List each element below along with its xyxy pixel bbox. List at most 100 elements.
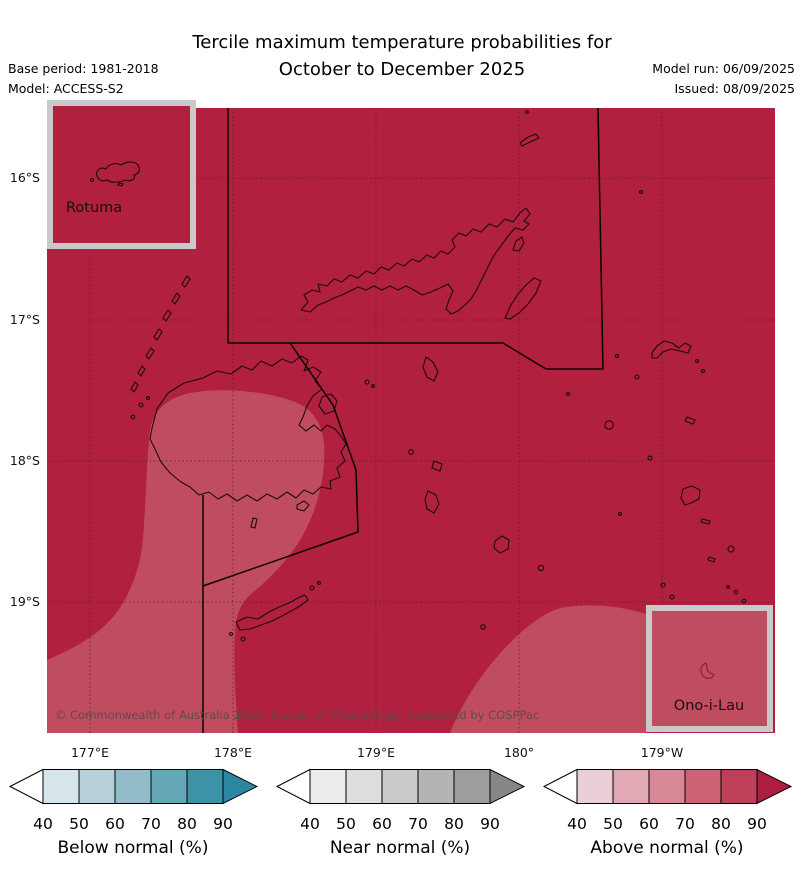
- legend-left-arrow: [8, 768, 44, 805]
- latitude-label: 16°S: [10, 170, 40, 185]
- rotuma-inset-box: [47, 100, 196, 249]
- title-line-1: Tercile maximum temperature probabilitie…: [192, 32, 612, 53]
- yasawa-islet: [130, 381, 139, 393]
- legend-left-arrow: [542, 768, 578, 805]
- kadavu-islet: [309, 585, 315, 591]
- totoya-islet: [537, 564, 545, 572]
- legend-below-normal: 40 50 60 70 80 90 Below normal (%): [8, 768, 259, 858]
- ono-i-lau-inset: Ono-i-Lau: [646, 605, 773, 732]
- ono-i-lau-inset-label: Ono-i-Lau: [674, 698, 744, 714]
- legend-tick: 70: [408, 815, 428, 833]
- longitude-label: 177°E: [71, 745, 109, 760]
- legend-segment: [648, 769, 686, 804]
- lau-islet: [647, 455, 653, 461]
- yasawa-islet: [153, 328, 163, 341]
- legend-right-arrow: [489, 768, 526, 805]
- legend-segment: [345, 769, 383, 804]
- longitude-label: 180°: [504, 745, 534, 760]
- yasawa-islet: [171, 292, 181, 305]
- model-metadata-left: Base period: 1981-2018 Model: ACCESS-S2: [8, 59, 159, 99]
- legend-segment: [186, 769, 224, 804]
- rotuma-inset: Rotuma: [47, 100, 196, 249]
- legend-left-arrow: [275, 768, 311, 805]
- kadavu-islet: [228, 631, 234, 637]
- legend-caption: Near normal (%): [330, 838, 470, 858]
- legend-tick: 70: [675, 815, 695, 833]
- lau-islet: [694, 358, 700, 364]
- legend-caption: Above normal (%): [590, 838, 743, 858]
- lau-islet: [733, 589, 739, 595]
- title-line-2: October to December 2025: [278, 59, 526, 80]
- legend-tick: 90: [480, 815, 500, 833]
- cikobia-outline: [519, 133, 540, 147]
- lau-islet: [669, 594, 675, 600]
- legend-tick: 60: [639, 815, 659, 833]
- lau-islet: [614, 353, 620, 359]
- probability-region-group: [47, 390, 646, 733]
- vanua-levu-outline: [300, 207, 531, 315]
- vatulele-outline: [250, 517, 258, 529]
- moala-outline: [493, 535, 510, 554]
- lau-islet: [727, 545, 735, 553]
- lakeba-outline: [680, 485, 701, 506]
- longitude-label: 179°E: [357, 745, 395, 760]
- legend-tick: 50: [336, 815, 356, 833]
- legend-segment: [114, 769, 152, 804]
- makogai-islet: [371, 384, 375, 388]
- rotuma-islet: [89, 177, 95, 183]
- viti-levu-outline: [149, 355, 347, 502]
- lau-islet: [565, 391, 571, 397]
- makogai-islet: [364, 379, 370, 385]
- legend-right-arrow: [222, 768, 259, 805]
- legend-tick: 50: [603, 815, 623, 833]
- legend-tick: 80: [711, 815, 731, 833]
- lau-islet: [634, 374, 640, 380]
- lau-islet: [700, 518, 711, 525]
- ono-i-lau-inset-box: [646, 605, 773, 732]
- batiki-islet: [408, 449, 414, 455]
- taveuni-outline: [504, 277, 542, 320]
- legend-segment: [381, 769, 419, 804]
- legend-tick: 40: [33, 815, 53, 833]
- legend-caption: Below normal (%): [58, 838, 209, 858]
- kadavu-islet: [316, 580, 322, 586]
- eez-boundary: [202, 107, 604, 733]
- legend-near-normal: 40 50 60 70 80 90 Near normal (%): [275, 768, 526, 858]
- nairai-outline: [431, 460, 443, 472]
- longitude-axis: 177°E 178°E 179°E 180° 179°W: [71, 745, 683, 760]
- rabi-outline: [512, 236, 525, 252]
- northern-islet: [525, 110, 529, 114]
- longitude-label: 178°E: [214, 745, 252, 760]
- legend-tick: 40: [300, 815, 320, 833]
- lau-islet: [617, 511, 623, 517]
- eez-boundary-inner: [202, 342, 359, 587]
- gau-outline: [424, 490, 440, 514]
- legend-tick: 80: [177, 815, 197, 833]
- model-name-text: Model: ACCESS-S2: [8, 81, 124, 96]
- probability-region-southeast: [450, 605, 646, 733]
- copyright-text: © Commonwealth of Australia 2025, Bureau…: [55, 708, 539, 722]
- yasawa-islet: [145, 347, 155, 360]
- legend-tick: 40: [567, 815, 587, 833]
- legend-tick: 90: [747, 815, 767, 833]
- legend-tick: 90: [213, 815, 233, 833]
- yasawa-islet: [162, 309, 172, 322]
- legend-segment: [453, 769, 491, 804]
- legend-tick: 60: [105, 815, 125, 833]
- koro-outline: [422, 356, 439, 382]
- vanua-balavu-outline: [651, 340, 692, 359]
- yasawa-islet: [137, 365, 146, 377]
- latitude-label: 18°S: [10, 453, 40, 468]
- fiji-coastlines: [130, 110, 747, 642]
- lau-islet: [707, 556, 716, 563]
- legend-segment: [42, 769, 80, 804]
- legend-segment: [720, 769, 758, 804]
- kadavu-islet: [240, 636, 246, 642]
- lau-islet: [660, 582, 666, 588]
- legend-segment: [150, 769, 188, 804]
- kadavu-outline: [235, 594, 309, 631]
- lau-islet: [741, 598, 747, 604]
- legend-above-normal: 40 50 60 70 80 90 Above normal (%): [542, 768, 793, 858]
